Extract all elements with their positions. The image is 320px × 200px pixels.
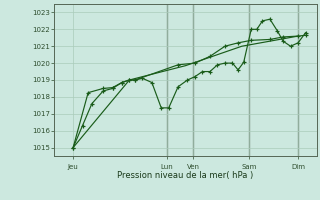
X-axis label: Pression niveau de la mer( hPa ): Pression niveau de la mer( hPa ) — [117, 171, 254, 180]
